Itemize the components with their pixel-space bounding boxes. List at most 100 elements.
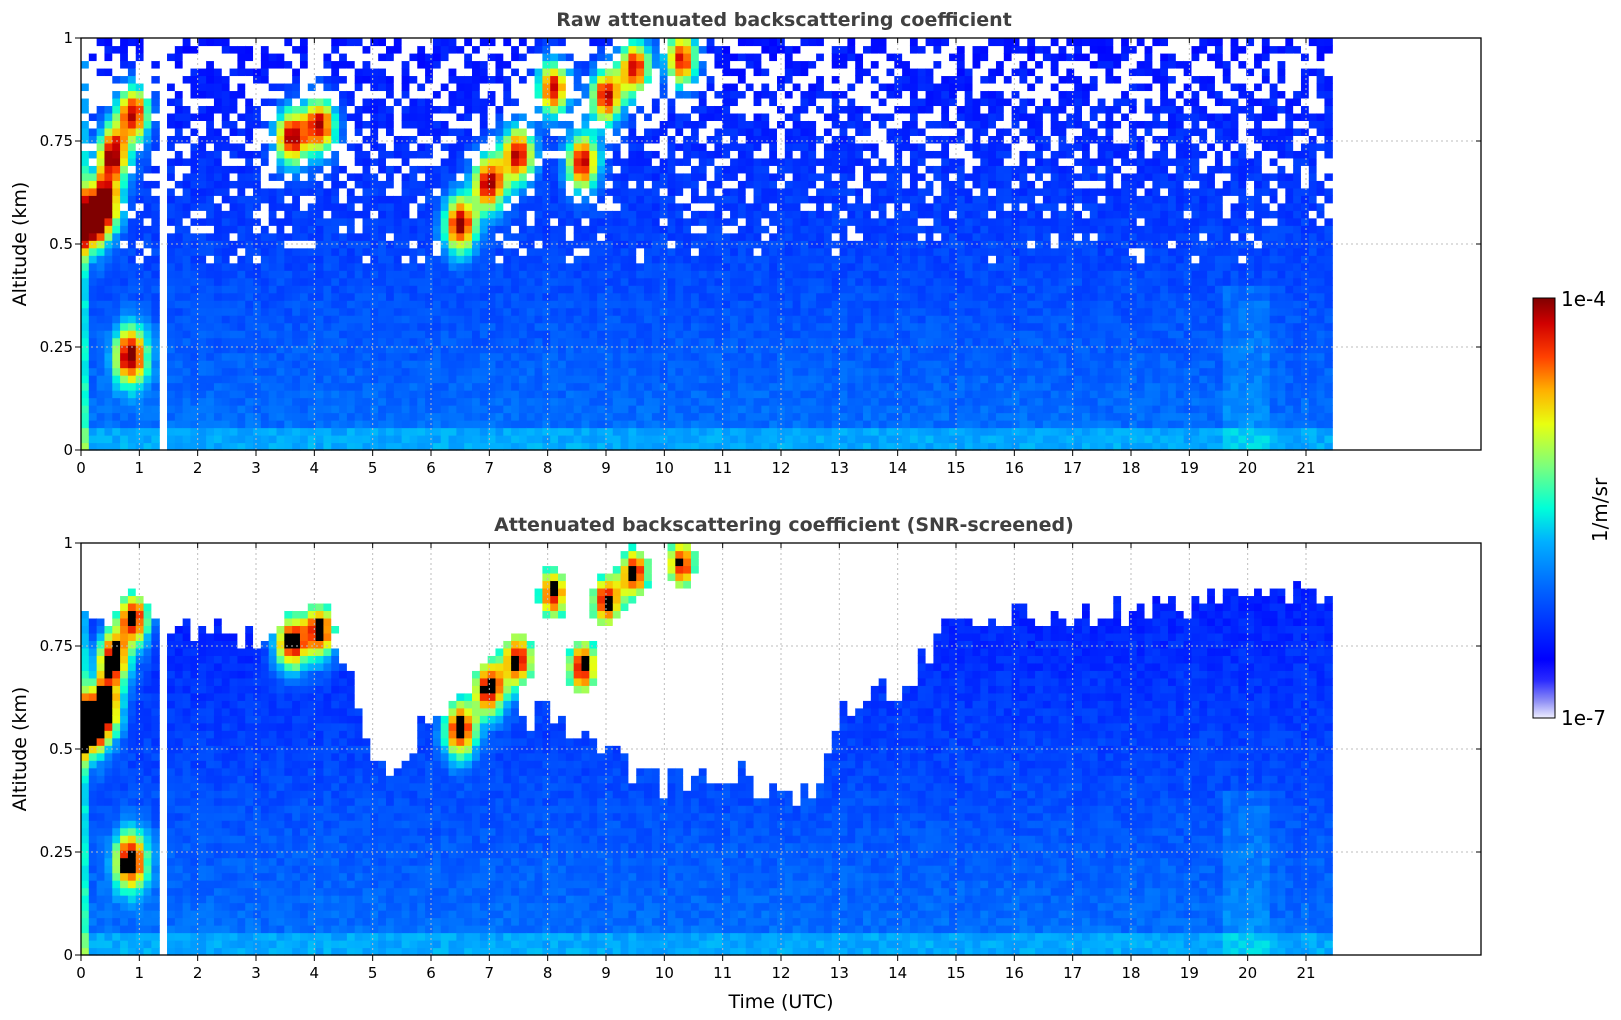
heatmap-cell bbox=[769, 210, 778, 219]
heatmap-cell bbox=[385, 405, 395, 414]
heatmap-cell bbox=[378, 427, 387, 436]
heatmap-cell bbox=[385, 330, 395, 339]
heatmap-cell bbox=[644, 412, 653, 421]
heatmap-cell bbox=[346, 150, 356, 159]
heatmap-cell bbox=[511, 67, 520, 77]
heatmap-cell bbox=[370, 90, 379, 99]
heatmap-cell bbox=[581, 112, 590, 121]
heatmap-cell bbox=[237, 352, 246, 361]
heatmap-cell bbox=[276, 285, 285, 294]
heatmap-cell bbox=[213, 367, 223, 376]
heatmap-cell bbox=[565, 375, 575, 384]
heatmap-cell bbox=[167, 427, 176, 436]
heatmap-cell bbox=[88, 217, 98, 226]
heatmap-cell bbox=[581, 120, 590, 129]
heatmap-cell bbox=[683, 322, 692, 331]
heatmap-cell bbox=[565, 330, 575, 339]
heatmap-cell bbox=[331, 112, 340, 121]
heatmap-cell bbox=[378, 270, 387, 279]
heatmap-cell bbox=[683, 112, 692, 121]
heatmap-cell bbox=[526, 187, 536, 196]
heatmap-cell bbox=[628, 352, 637, 361]
heatmap-cell bbox=[511, 112, 520, 121]
heatmap-cell bbox=[534, 202, 543, 211]
heatmap-cell bbox=[534, 255, 543, 264]
heatmap-cell bbox=[558, 405, 567, 414]
heatmap-cell bbox=[558, 38, 567, 47]
heatmap-cell bbox=[690, 262, 700, 271]
heatmap-cell bbox=[628, 127, 637, 136]
heatmap-cell bbox=[268, 127, 278, 136]
heatmap-cell bbox=[518, 52, 528, 62]
heatmap-cell bbox=[339, 217, 348, 226]
heatmap-cell bbox=[417, 187, 426, 196]
heatmap-cell bbox=[323, 397, 332, 406]
heatmap-cell bbox=[307, 75, 317, 84]
heatmap-cell bbox=[706, 38, 716, 47]
heatmap-cell bbox=[620, 180, 630, 189]
heatmap-cell bbox=[636, 367, 645, 376]
heatmap-cell bbox=[307, 300, 317, 309]
heatmap-cell bbox=[323, 135, 332, 144]
heatmap-cell bbox=[495, 180, 504, 189]
heatmap-cell bbox=[432, 210, 442, 219]
heatmap-cell bbox=[675, 420, 684, 429]
heatmap-cell bbox=[737, 150, 747, 159]
heatmap-cell bbox=[706, 390, 716, 399]
heatmap-cell bbox=[417, 165, 426, 174]
heatmap-cell bbox=[472, 82, 481, 92]
heatmap-cell bbox=[362, 135, 371, 144]
heatmap-cell bbox=[479, 262, 489, 271]
heatmap-cell bbox=[604, 112, 614, 121]
heatmap-cell bbox=[745, 180, 755, 189]
heatmap-cell bbox=[730, 247, 739, 256]
heatmap-cell bbox=[620, 322, 630, 331]
heatmap-cell bbox=[370, 82, 379, 92]
heatmap-cell bbox=[245, 322, 254, 331]
heatmap-cell bbox=[487, 375, 497, 384]
heatmap-cell bbox=[675, 180, 684, 189]
heatmap-cell bbox=[784, 105, 794, 114]
heatmap-cell bbox=[534, 112, 543, 121]
heatmap-cell bbox=[737, 285, 747, 294]
heatmap-cell bbox=[777, 202, 786, 211]
heatmap-cell bbox=[425, 67, 434, 77]
heatmap-cell bbox=[675, 232, 684, 241]
heatmap-cell bbox=[299, 232, 309, 241]
heatmap-cell bbox=[612, 112, 622, 121]
heatmap-cell bbox=[182, 262, 192, 271]
heatmap-cell bbox=[401, 127, 411, 136]
heatmap-cell bbox=[456, 195, 465, 204]
heatmap-cell bbox=[597, 412, 606, 421]
heatmap-cell bbox=[573, 135, 583, 144]
heatmap-cell bbox=[81, 337, 90, 346]
heatmap-cell bbox=[393, 420, 403, 429]
heatmap-cell bbox=[127, 210, 137, 219]
heatmap-cell bbox=[253, 405, 262, 414]
heatmap-cell bbox=[753, 105, 762, 114]
heatmap-cell bbox=[370, 187, 379, 196]
heatmap-cell bbox=[167, 337, 176, 346]
heatmap-cell bbox=[581, 150, 590, 159]
heatmap-cell bbox=[362, 202, 371, 211]
heatmap-cell bbox=[393, 157, 403, 166]
heatmap-cell bbox=[213, 330, 223, 339]
heatmap-cell bbox=[511, 240, 520, 249]
heatmap-cell bbox=[315, 412, 325, 421]
heatmap-cell bbox=[182, 67, 192, 77]
heatmap-cell bbox=[425, 382, 434, 391]
heatmap-cell bbox=[518, 217, 528, 226]
heatmap-cell bbox=[81, 180, 90, 189]
heatmap-cell bbox=[511, 277, 520, 286]
heatmap-cell bbox=[362, 150, 371, 159]
heatmap-cell bbox=[651, 382, 661, 391]
heatmap-cell bbox=[542, 97, 551, 107]
heatmap-cell bbox=[495, 225, 504, 234]
panel-raw-heatmap bbox=[81, 38, 1481, 451]
heatmap-cell bbox=[534, 157, 543, 166]
heatmap-cell bbox=[792, 285, 802, 294]
heatmap-cell bbox=[81, 105, 90, 114]
heatmap-cell bbox=[260, 435, 270, 444]
heatmap-cell bbox=[628, 67, 637, 77]
heatmap-cell bbox=[722, 232, 731, 241]
